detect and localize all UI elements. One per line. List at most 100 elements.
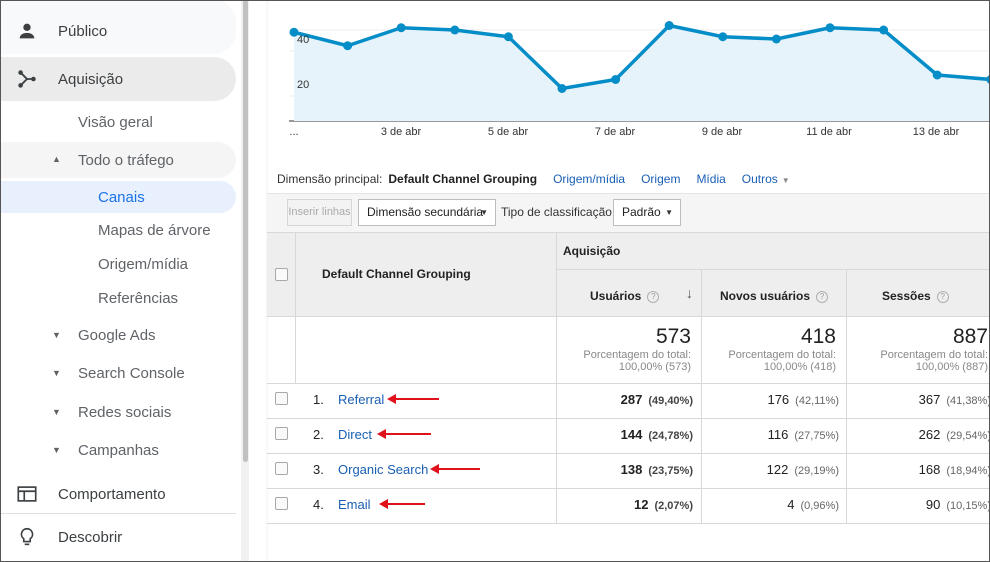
data-point: [343, 41, 353, 51]
acquisition-icon: [18, 70, 36, 88]
dimension-link-origem-midia[interactable]: Origem/mídia: [553, 172, 626, 186]
chart-canvas: 40 20... 3 de abr 5 de abr 7 de abr 9 de abr 1…: [289, 21, 990, 138]
total-usuarios-pct-label: Porcentagem do total:: [583, 349, 691, 361]
sidebar-item-canais[interactable]: Canais: [0, 181, 236, 213]
triangle-down-icon: ▼: [52, 445, 61, 455]
sidebar-item-label: Referências: [98, 289, 179, 307]
column-header-sessoes[interactable]: Sessões?: [882, 289, 949, 303]
row-number: 4.: [313, 497, 324, 512]
sidebar-item-label: Todo o tráfego: [78, 151, 174, 169]
sort-descending-icon[interactable]: ↓: [686, 285, 693, 301]
row-checkbox[interactable]: [275, 392, 288, 405]
dimension-current: Default Channel Grouping: [388, 172, 538, 186]
sidebar-item-visao-geral[interactable]: Visão geral: [0, 111, 236, 133]
sidebar-scrollbar-thumb[interactable]: [243, 0, 248, 462]
triangle-down-icon: ▼: [52, 368, 61, 378]
dimension-link-outros[interactable]: Outros ▼: [742, 172, 790, 186]
table-header: [267, 232, 990, 316]
sidebar-item-label: Search Console: [78, 364, 185, 382]
data-point: [611, 75, 621, 84]
row-novos-value: 4: [787, 497, 795, 512]
sidebar-item-search-console[interactable]: ▼ Search Console: [0, 362, 236, 384]
row-sessoes: 90 (10,15%): [926, 497, 990, 512]
row-usuarios-pct: (24,78%): [648, 430, 693, 442]
total-novos-pct: 100,00% (418): [763, 361, 836, 373]
row-checkbox[interactable]: [275, 497, 288, 510]
triangle-down-icon: ▼: [52, 330, 61, 340]
sidebar-item-mapas-arvore[interactable]: Mapas de árvore: [0, 219, 236, 241]
channel-link[interactable]: Referral: [338, 392, 385, 407]
dimension-link-origem[interactable]: Origem: [641, 172, 681, 186]
channel-link[interactable]: Organic Search: [338, 462, 429, 477]
help-icon[interactable]: ?: [816, 291, 829, 303]
row-checkbox[interactable]: [275, 462, 288, 475]
acquisition-group-header: Aquisição: [563, 244, 621, 258]
x-tick-label: 5 de abr: [488, 126, 529, 138]
channel-link[interactable]: Email: [338, 497, 371, 512]
data-point: [289, 27, 299, 37]
annotation-arrow: [379, 499, 425, 509]
row-sessoes: 168 (18,94%): [919, 462, 990, 477]
data-point: [503, 32, 513, 42]
row-checkbox[interactable]: [275, 427, 288, 440]
table-line: [267, 383, 990, 384]
row-sessoes: 262 (29,54%): [919, 427, 990, 442]
table-line: [267, 418, 990, 419]
column-header-usuarios[interactable]: Usuários?: [590, 289, 660, 303]
channel-link[interactable]: Direct: [338, 427, 372, 442]
sidebar-item-publico[interactable]: Público: [0, 9, 236, 53]
data-point: [450, 25, 460, 35]
sidebar-item-aquisicao[interactable]: Aquisição: [0, 57, 236, 101]
sort-type-dropdown[interactable]: Padrão ▼: [613, 199, 681, 226]
x-tick-label: 13 de abr: [913, 126, 960, 138]
sidebar-item-redes-sociais[interactable]: ▼ Redes sociais: [0, 401, 236, 423]
sort-type-value: Padrão: [622, 205, 661, 219]
chevron-down-icon: ▼: [781, 176, 790, 185]
series-line: [293, 23, 990, 91]
sidebar-item-label: Campanhas: [78, 441, 159, 459]
sidebar-item-origem-midia[interactable]: Origem/mídia: [0, 253, 236, 275]
dimension-column-header[interactable]: Default Channel Grouping: [322, 267, 471, 281]
column-header-novos-usuarios[interactable]: Novos usuários?: [720, 289, 829, 303]
y-tick-label: 40: [297, 34, 309, 46]
sidebar-item-label: Mapas de árvore: [98, 221, 211, 239]
annotation-arrow: [377, 429, 431, 439]
row-novos-value: 116: [767, 427, 789, 442]
data-point: [664, 21, 674, 30]
table-line: [557, 269, 990, 270]
row-novos-usuarios: 122 (29,19%): [767, 462, 839, 477]
sidebar-item-referencias[interactable]: Referências: [0, 287, 236, 309]
table-line: [267, 316, 990, 317]
column-header-label: Sessões: [882, 289, 931, 303]
dimension-label: Dimensão principal:: [277, 172, 383, 186]
sort-type-label: Tipo de classificação:: [501, 205, 616, 219]
sidebar-item-campanhas[interactable]: ▼ Campanhas: [0, 439, 236, 461]
dimension-bar: Dimensão principal: Default Channel Grou…: [277, 172, 806, 186]
row-sessoes-value: 90: [925, 497, 941, 512]
sidebar-top-item-bg: [0, 0, 236, 54]
row-usuarios-pct: (2,07%): [654, 500, 693, 512]
sidebar-item-label: Comportamento: [58, 485, 166, 503]
row-novos-pct: (42,11%): [795, 395, 839, 407]
sidebar-item-comportamento[interactable]: Comportamento: [0, 472, 236, 516]
data-point: [718, 32, 728, 42]
sidebar-item-google-ads[interactable]: ▼ Google Ads: [0, 324, 236, 346]
select-all-checkbox[interactable]: [275, 268, 288, 281]
row-novos-value: 122: [766, 462, 789, 477]
sidebar-item-label: Aquisição: [58, 70, 124, 88]
series-area: [294, 25, 990, 121]
dimension-link-midia[interactable]: Mídia: [696, 172, 726, 186]
sidebar-item-descobrir[interactable]: Descobrir: [0, 515, 236, 559]
sidebar-item-todo-trafego[interactable]: ▲ Todo o tráfego: [0, 142, 236, 178]
secondary-dimension-dropdown[interactable]: Dimensão secundária ▼: [358, 199, 496, 226]
row-usuarios: 144 (24,78%): [621, 427, 693, 442]
person-icon: [19, 23, 35, 39]
table-line: [556, 232, 557, 523]
help-icon[interactable]: ?: [936, 291, 949, 303]
x-tick-label: 9 de abr: [702, 126, 743, 138]
help-icon[interactable]: ?: [647, 291, 660, 303]
total-sessoes-pct-label: Porcentagem do total:: [880, 349, 988, 361]
dimension-link-outros-label: Outros: [741, 172, 778, 186]
insert-rows-button[interactable]: Inserir linhas: [287, 199, 352, 226]
row-sessoes-value: 262: [918, 427, 941, 442]
